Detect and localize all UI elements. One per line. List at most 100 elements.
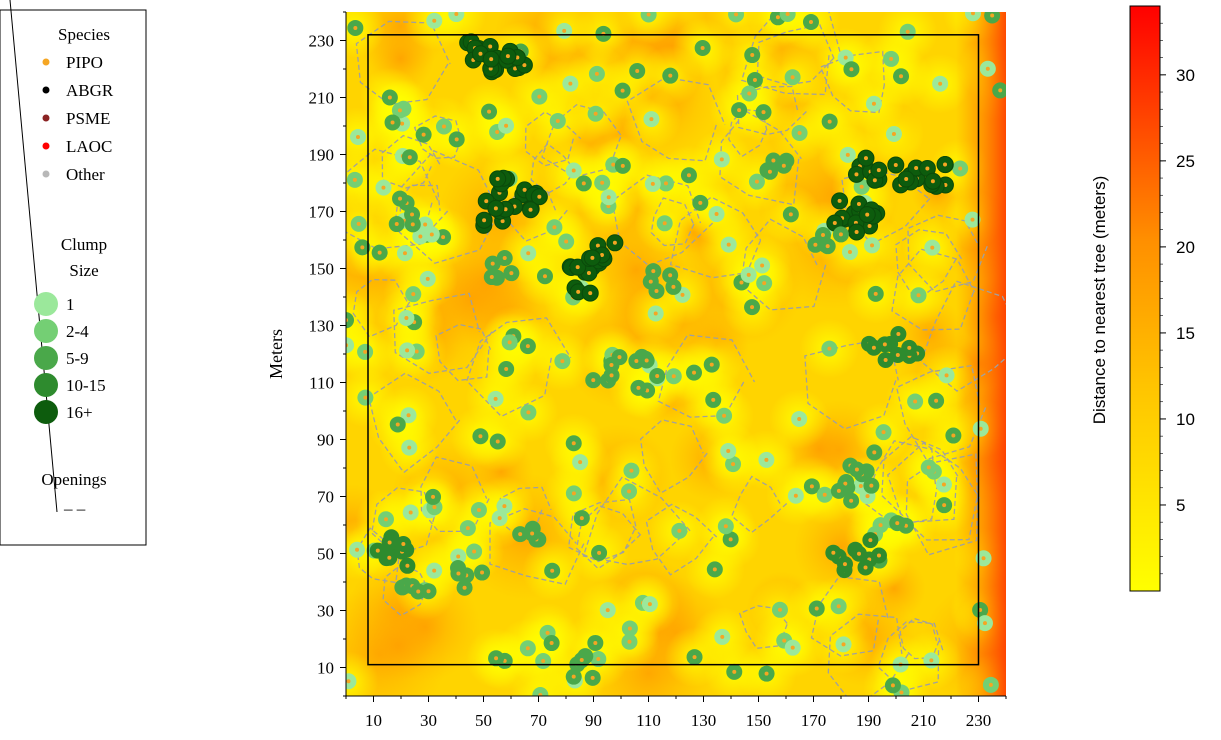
tree-stem-pipo (600, 180, 605, 185)
tree-stem-pipo (930, 245, 935, 250)
tree-stem-pipo (863, 565, 868, 570)
tree-stem-pipo (375, 548, 380, 553)
x-tick-label: 170 (801, 711, 827, 730)
opening-outline (881, 435, 959, 523)
tree-stem-pipo (538, 693, 543, 696)
tree-stem-pipo (788, 212, 793, 217)
clump-label: 2-4 (66, 322, 89, 341)
tree-stem-pipo (873, 291, 878, 296)
clump-swatch (34, 319, 58, 343)
tree-stem-pipo (761, 110, 766, 115)
tree-stem-pipo (441, 235, 446, 240)
opening-outline (810, 576, 890, 657)
tree-stem-pipo (398, 196, 403, 201)
tree-stem-pipo (441, 124, 446, 129)
tree-stem-pipo (418, 234, 423, 239)
tree-stem-pipo (714, 212, 719, 217)
tree-crown (346, 673, 357, 690)
tree-stem-pipo (771, 158, 776, 163)
tree-stem-pipo (990, 13, 995, 18)
tree-stem-pipo (854, 172, 859, 177)
tree-stem-pipo (827, 346, 832, 351)
tree-stem-pipo (847, 250, 852, 255)
tree-stem-pipo (596, 657, 601, 662)
clump-swatch (34, 292, 58, 316)
tree-stem-pipo (494, 656, 499, 661)
tree-stem-pipo (700, 45, 705, 50)
tree-stem-pipo (564, 239, 569, 244)
tree-stem-pipo (634, 359, 639, 364)
tree-stem-pipo (423, 222, 428, 227)
tree-stem-pipo (943, 162, 948, 167)
tree-stem-pipo (868, 538, 873, 543)
near-tree-glow (618, 12, 679, 45)
tree-stem-pipo (513, 66, 518, 71)
tree-stem-pipo (579, 516, 584, 521)
tree-stem-pipo (507, 340, 512, 345)
tree-stem-pipo (867, 224, 872, 229)
tree-stem-pipo (842, 562, 847, 567)
opening-outline (435, 323, 492, 382)
tree-stem-pipo (871, 345, 876, 350)
tree-stem-pipo (797, 416, 802, 421)
tree-stem-pipo (542, 274, 547, 279)
tree-stem-pipo (410, 212, 415, 217)
tree-stem-pipo (525, 344, 530, 349)
tree-stem-pipo (576, 289, 581, 294)
tree-stem-pipo (377, 250, 382, 255)
tree-stem-pipo (363, 395, 368, 400)
opening-outline (864, 440, 939, 526)
tree-stem-pipo (797, 130, 802, 135)
tree-stem-pipo (925, 166, 930, 171)
heatmap (346, 12, 1006, 696)
tree-stem-pipo (620, 88, 625, 93)
tree-stem-pipo (747, 91, 752, 96)
tree-stem-pipo (970, 12, 975, 16)
tree-stem-pipo (537, 194, 542, 199)
opening-outline (582, 476, 691, 566)
tree-stem-pipo (854, 467, 859, 472)
tree-stem-pipo (895, 521, 900, 526)
tree-stem-pipo (429, 232, 434, 237)
opening-outline (891, 248, 976, 331)
tree-stem-pipo (649, 117, 654, 122)
colorbar-ticks: 5 10 15 20 25 30 (1160, 22, 1195, 575)
tree-stem-pipo (493, 206, 498, 211)
tree-stem-pipo (414, 349, 419, 354)
tree-stem-pipo (905, 29, 910, 34)
tree-stem-pipo (865, 212, 870, 217)
tree-stem-pipo (346, 679, 351, 684)
tree-stem-pipo (760, 263, 765, 268)
tree-stem-pipo (407, 445, 412, 450)
tree-stem-pipo (647, 602, 652, 607)
opening-outline (650, 197, 695, 247)
tree-stem-pipo (590, 675, 595, 680)
tree-stem-pipo (571, 441, 576, 446)
tree-stem-pipo (493, 396, 498, 401)
tree-stem-pipo (586, 271, 591, 276)
tree-stem-pipo (560, 359, 565, 364)
tree-stem-pipo (383, 517, 388, 522)
y-axis-label: Meters (266, 329, 286, 379)
tree-stem-pipo (530, 531, 535, 536)
tree-stem-pipo (732, 669, 737, 674)
tree-stem-pipo (822, 492, 827, 497)
tree-stem-pipo (480, 570, 485, 575)
x-tick-label: 110 (636, 711, 661, 730)
tree-stem-pipo (550, 568, 555, 573)
tree-stem-pipo (731, 462, 736, 467)
tree-stem-pipo (843, 481, 848, 486)
opening-outline (398, 150, 501, 264)
heatmap-right-edge (956, 12, 1006, 696)
y-tick-label: 70 (317, 488, 334, 507)
tree-stem-pipo (692, 655, 697, 660)
tree-stem-pipo (821, 232, 826, 237)
tree-stem-pipo (462, 585, 467, 590)
tree-stem-pipo (981, 556, 986, 561)
tree-stem-pipo (719, 157, 724, 162)
tree-stem-pipo (889, 56, 894, 61)
tree-stem-pipo (849, 498, 854, 503)
tree-stem-pipo (650, 181, 655, 186)
opening-outline (355, 20, 451, 105)
clump-label: 5-9 (66, 349, 89, 368)
